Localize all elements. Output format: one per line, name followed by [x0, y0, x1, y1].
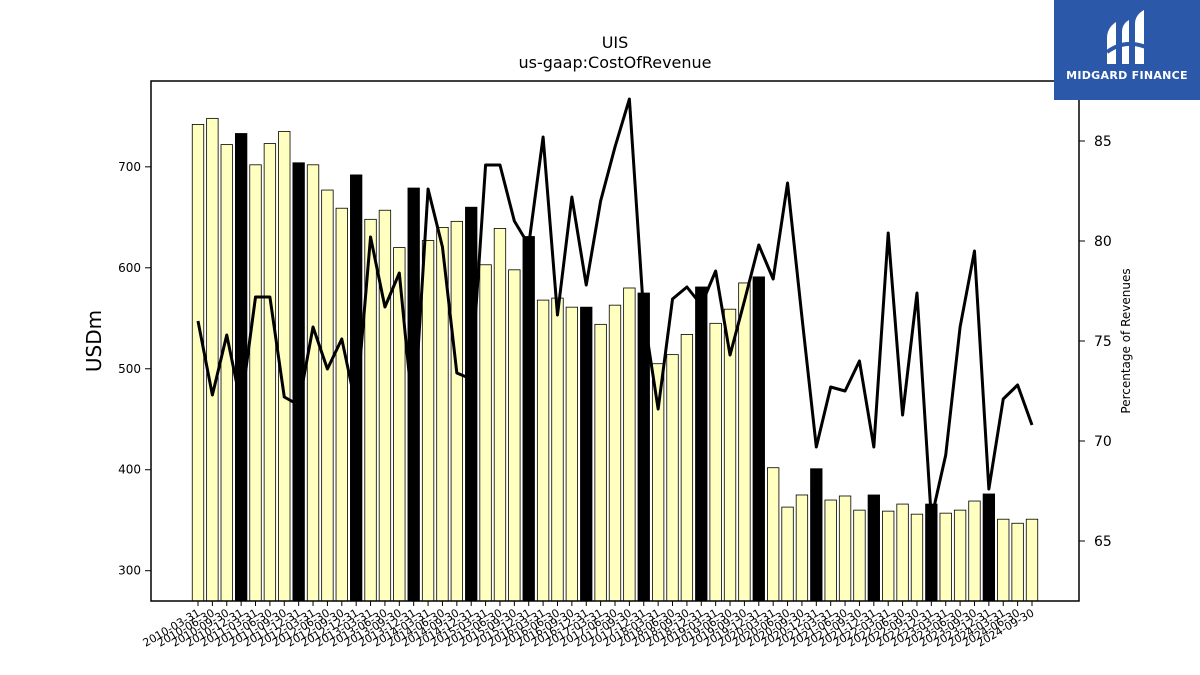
bar-2015-12-31 [522, 236, 535, 602]
bar-2017-09-30 [623, 287, 636, 602]
bar-2016-06-30 [551, 297, 564, 602]
bar-2012-03-31 [306, 164, 320, 602]
bar-2018-09-30 [680, 334, 694, 602]
bar-2022-03-31 [882, 510, 895, 602]
percentage-line [196, 97, 1034, 521]
bar-2013-06-30 [378, 209, 392, 602]
brand-name: MIDGARD FINANCE [1066, 69, 1188, 82]
bar-2023-03-31 [939, 512, 952, 602]
chart-subtitle: us-gaap:CostOfRevenue [518, 53, 711, 72]
bar-2023-09-30 [968, 500, 981, 602]
bar-2017-06-30 [608, 304, 622, 602]
bar-2012-06-30 [321, 189, 334, 602]
x-axis-ticks: 2010-03-312010-06-302010-09-302010-12-31… [141, 601, 1037, 650]
midgard-logo-icon [1105, 10, 1149, 64]
bar-2017-03-31 [594, 323, 607, 602]
bar-2020-12-31 [810, 468, 823, 602]
bar-2010-03-31 [191, 124, 205, 602]
right-axis-ticks: 65 70 75 80 85 [1079, 134, 1112, 550]
y-tick-label: 300 [118, 564, 141, 578]
bar-2021-03-31 [824, 499, 837, 602]
bar-2021-09-30 [853, 509, 866, 602]
bar-2018-12-31 [695, 286, 708, 602]
y2-tick-label: 85 [1094, 134, 1112, 150]
bar-2016-03-31 [536, 299, 550, 602]
brand-logo: MIDGARD FINANCE [1054, 0, 1200, 100]
bar-2014-09-30 [450, 220, 463, 602]
percentage-line-series [196, 97, 1034, 521]
bar-2015-06-30 [493, 228, 507, 602]
bar-2014-03-31 [421, 240, 435, 602]
bar-2021-12-31 [867, 494, 880, 602]
bar-2022-09-30 [910, 513, 924, 602]
bar-series [191, 117, 1039, 602]
bar-2020-06-30 [781, 506, 794, 602]
bar-2011-06-30 [263, 143, 277, 602]
bar-2020-09-30 [795, 494, 809, 602]
bar-2021-06-30 [838, 495, 852, 602]
bar-2019-03-31 [709, 322, 722, 602]
y-tick-label: 700 [118, 160, 141, 174]
y-tick-label: 500 [118, 362, 141, 376]
bar-2010-06-30 [206, 117, 219, 602]
bar-2015-03-31 [479, 264, 492, 602]
bar-2023-06-30 [953, 509, 967, 602]
bar-2011-03-31 [249, 164, 262, 602]
y2-tick-label: 70 [1094, 434, 1112, 450]
bar-2016-12-31 [580, 306, 593, 602]
bar-2024-03-31 [997, 518, 1010, 602]
bar-2022-06-30 [896, 503, 909, 602]
bar-2015-09-30 [508, 269, 521, 602]
bar-2016-09-30 [565, 306, 579, 602]
y2-tick-label: 80 [1094, 234, 1112, 250]
bar-2018-06-30 [666, 354, 679, 602]
y2-axis-label: Percentage of Revenues [1119, 268, 1133, 413]
y-tick-label: 600 [118, 261, 141, 275]
y-axis-label: USDm [82, 310, 106, 372]
bar-2024-06-30 [1011, 522, 1024, 602]
bar-2019-09-30 [738, 282, 751, 602]
bar-2019-12-31 [752, 276, 765, 602]
bar-2023-12-31 [982, 493, 996, 602]
bar-2010-09-30 [220, 144, 233, 602]
bar-2024-09-30 [1025, 518, 1039, 602]
y2-tick-label: 65 [1094, 534, 1112, 550]
chart-title: UIS [602, 33, 629, 52]
bar-2012-09-30 [335, 207, 348, 602]
left-axis-ticks: 300 400 500 600 700 [118, 160, 151, 578]
bar-2014-12-31 [465, 206, 478, 602]
y2-tick-label: 75 [1094, 334, 1112, 350]
bar-2020-03-31 [767, 467, 780, 602]
y-tick-label: 400 [118, 463, 141, 477]
